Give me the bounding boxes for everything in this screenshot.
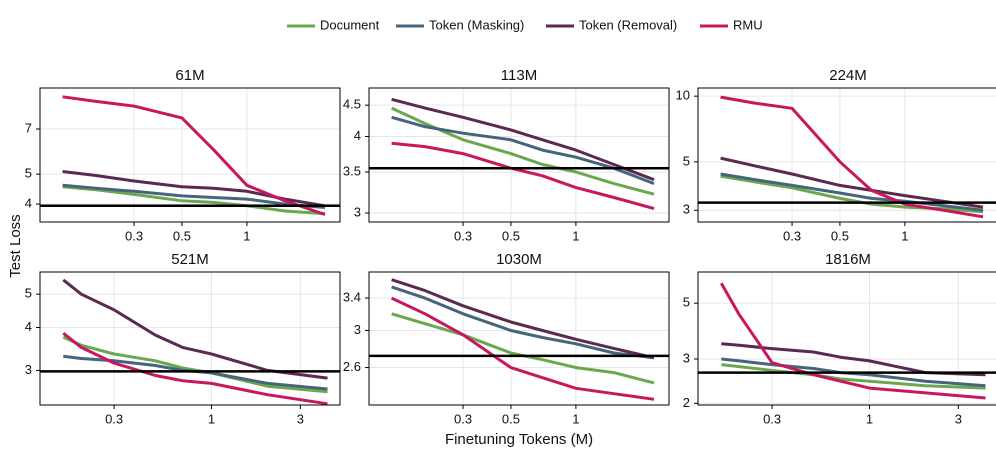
panel-title: 1030M — [496, 251, 542, 268]
y-tick-label: 2 — [683, 395, 690, 410]
legend-label: Token (Masking) — [429, 17, 524, 32]
y-tick-label: 3 — [683, 350, 690, 365]
series-line — [62, 185, 326, 216]
series-line — [391, 141, 655, 211]
y-tick-label: 3 — [354, 322, 361, 337]
y-tick-label: 5 — [683, 295, 690, 310]
y-tick-label: 4 — [25, 196, 32, 211]
y-tick-label: 3 — [354, 204, 361, 219]
series-line — [62, 335, 328, 394]
plot-frame — [368, 87, 670, 223]
x-tick-label: 0.3 — [763, 411, 781, 426]
plot-background — [698, 272, 996, 405]
y-tick-label: 4 — [25, 319, 32, 334]
series-line — [63, 354, 328, 391]
series-line — [62, 95, 326, 216]
x-tick-label: 0.3 — [454, 411, 472, 426]
series-line — [62, 278, 328, 380]
y-tick-label: 2.6 — [343, 359, 361, 374]
x-tick-label: 1 — [901, 228, 908, 243]
y-tick-label: 4.5 — [343, 97, 361, 112]
x-tick-label: 0.5 — [173, 228, 191, 243]
y-tick-label: 3.5 — [343, 163, 361, 178]
x-tick-label: 1 — [572, 411, 579, 426]
series-line — [390, 296, 655, 401]
plot-frame — [368, 271, 670, 406]
x-tick-label: 1 — [243, 228, 250, 243]
x-axis-label: Finetuning Tokens (M) — [445, 431, 593, 448]
y-tick-label: 5 — [25, 286, 32, 301]
y-tick-label: 3 — [683, 202, 690, 217]
x-tick-label: 0.5 — [831, 228, 849, 243]
series-line — [721, 357, 986, 388]
series-line — [721, 342, 986, 377]
series-line — [720, 172, 984, 212]
x-tick-label: 0.5 — [502, 228, 520, 243]
x-tick-label: 3 — [297, 411, 304, 426]
plot-frame — [39, 271, 341, 406]
series-line — [720, 156, 984, 209]
series-line — [390, 106, 655, 196]
y-tick-label: 4 — [354, 128, 361, 143]
y-tick-label: 3 — [25, 362, 32, 377]
y-tick-label: 10 — [676, 88, 690, 103]
y-tick-label: 5 — [683, 153, 690, 168]
series-line — [391, 115, 655, 186]
legend-label: RMU — [733, 17, 763, 32]
panel-title: 224M — [829, 67, 867, 84]
legend-label: Token (Removal) — [579, 17, 677, 32]
plot-frame — [697, 271, 996, 406]
y-tick-label: 5 — [25, 166, 32, 181]
x-tick-label: 0.5 — [502, 411, 520, 426]
plot-frame — [39, 87, 341, 223]
series-line — [719, 282, 986, 400]
x-tick-label: 0.3 — [125, 228, 143, 243]
x-tick-label: 0.3 — [783, 228, 801, 243]
panel-title: 521M — [171, 251, 209, 268]
series-line — [391, 278, 655, 360]
plot-frame — [697, 87, 996, 223]
x-tick-label: 1 — [208, 411, 215, 426]
panel-title: 61M — [175, 67, 204, 84]
y-axis-label: Test Loss — [7, 214, 24, 277]
y-tick-label: 3.4 — [343, 290, 361, 305]
x-tick-label: 0.3 — [105, 411, 123, 426]
series-line — [720, 95, 984, 219]
x-tick-label: 1 — [866, 411, 873, 426]
series-line — [62, 183, 326, 209]
x-tick-label: 1 — [572, 228, 579, 243]
plot-background — [369, 272, 669, 405]
y-tick-label: 7 — [25, 120, 32, 135]
panel-title: 113M — [501, 67, 537, 84]
x-tick-label: 3 — [955, 411, 962, 426]
series-line — [391, 285, 655, 360]
legend-label: Document — [320, 17, 380, 32]
series-line — [62, 332, 328, 406]
panel-title: 1816M — [825, 251, 871, 268]
series-line — [391, 97, 655, 182]
x-tick-label: 0.3 — [454, 228, 472, 243]
